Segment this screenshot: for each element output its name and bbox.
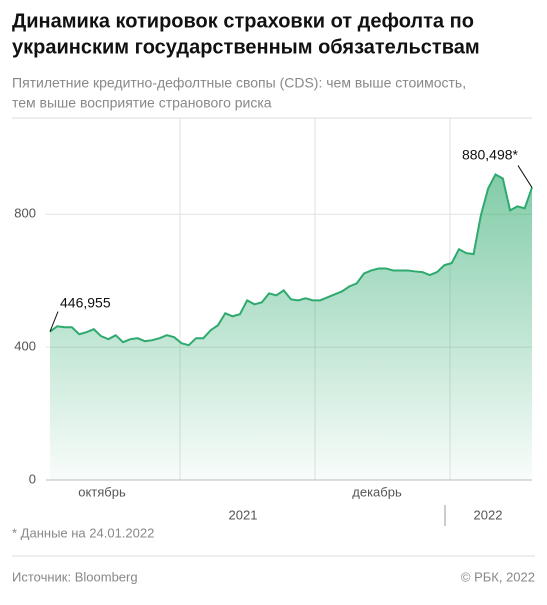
year-label: 2021 [229,507,258,522]
month-label: декабрь [352,484,402,499]
title: украинским государственным обязательства… [12,36,480,58]
annotation: 446,955 [60,294,111,310]
annotation-leader [49,311,59,332]
y-tick-label: 400 [14,339,36,354]
copyright: © РБК, 2022 [461,569,535,584]
source: Источник: Bloomberg [12,569,138,584]
month-label: октябрь [78,484,126,499]
subtitle: Пятилетние кредитно-дефолтные свопы (CDS… [12,75,466,91]
y-tick-label: 800 [14,206,36,221]
year-label: 2022 [474,507,503,522]
area [50,174,532,480]
y-tick-label: 0 [29,471,36,486]
annotation-leader [517,165,533,188]
note: * Данные на 24.01.2022 [12,525,154,540]
line [49,173,533,347]
annotation: 880,498* [462,146,519,162]
title: Динамика котировок страховки от дефолта … [12,10,474,32]
subtitle: тем выше восприятие странового риска [12,95,272,111]
